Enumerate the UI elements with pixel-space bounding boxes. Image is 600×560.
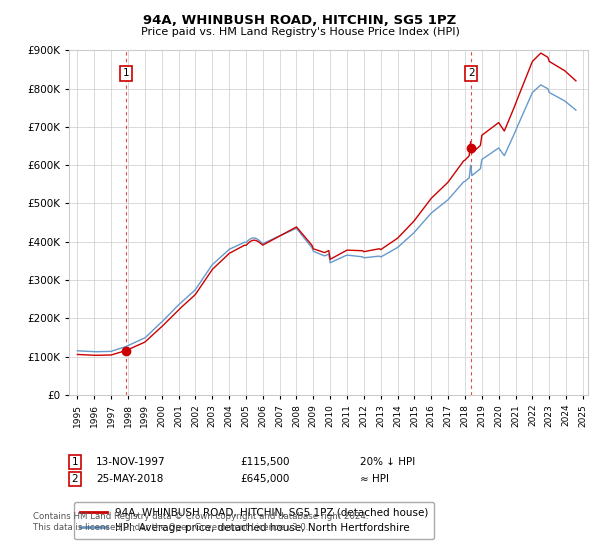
Text: 2: 2: [71, 474, 79, 484]
Text: ≈ HPI: ≈ HPI: [360, 474, 389, 484]
Text: 13-NOV-1997: 13-NOV-1997: [96, 457, 166, 467]
Text: Price paid vs. HM Land Registry's House Price Index (HPI): Price paid vs. HM Land Registry's House …: [140, 27, 460, 37]
Legend: 94A, WHINBUSH ROAD, HITCHIN, SG5 1PZ (detached house), HPI: Average price, detac: 94A, WHINBUSH ROAD, HITCHIN, SG5 1PZ (de…: [74, 502, 434, 539]
Text: 94A, WHINBUSH ROAD, HITCHIN, SG5 1PZ: 94A, WHINBUSH ROAD, HITCHIN, SG5 1PZ: [143, 14, 457, 27]
Text: 1: 1: [71, 457, 79, 467]
Text: 2: 2: [468, 68, 475, 78]
Text: 25-MAY-2018: 25-MAY-2018: [96, 474, 163, 484]
Text: 1: 1: [122, 68, 129, 78]
Text: £115,500: £115,500: [240, 457, 290, 467]
Text: Contains HM Land Registry data © Crown copyright and database right 2024.
This d: Contains HM Land Registry data © Crown c…: [33, 512, 368, 532]
Text: 20% ↓ HPI: 20% ↓ HPI: [360, 457, 415, 467]
Text: £645,000: £645,000: [240, 474, 289, 484]
